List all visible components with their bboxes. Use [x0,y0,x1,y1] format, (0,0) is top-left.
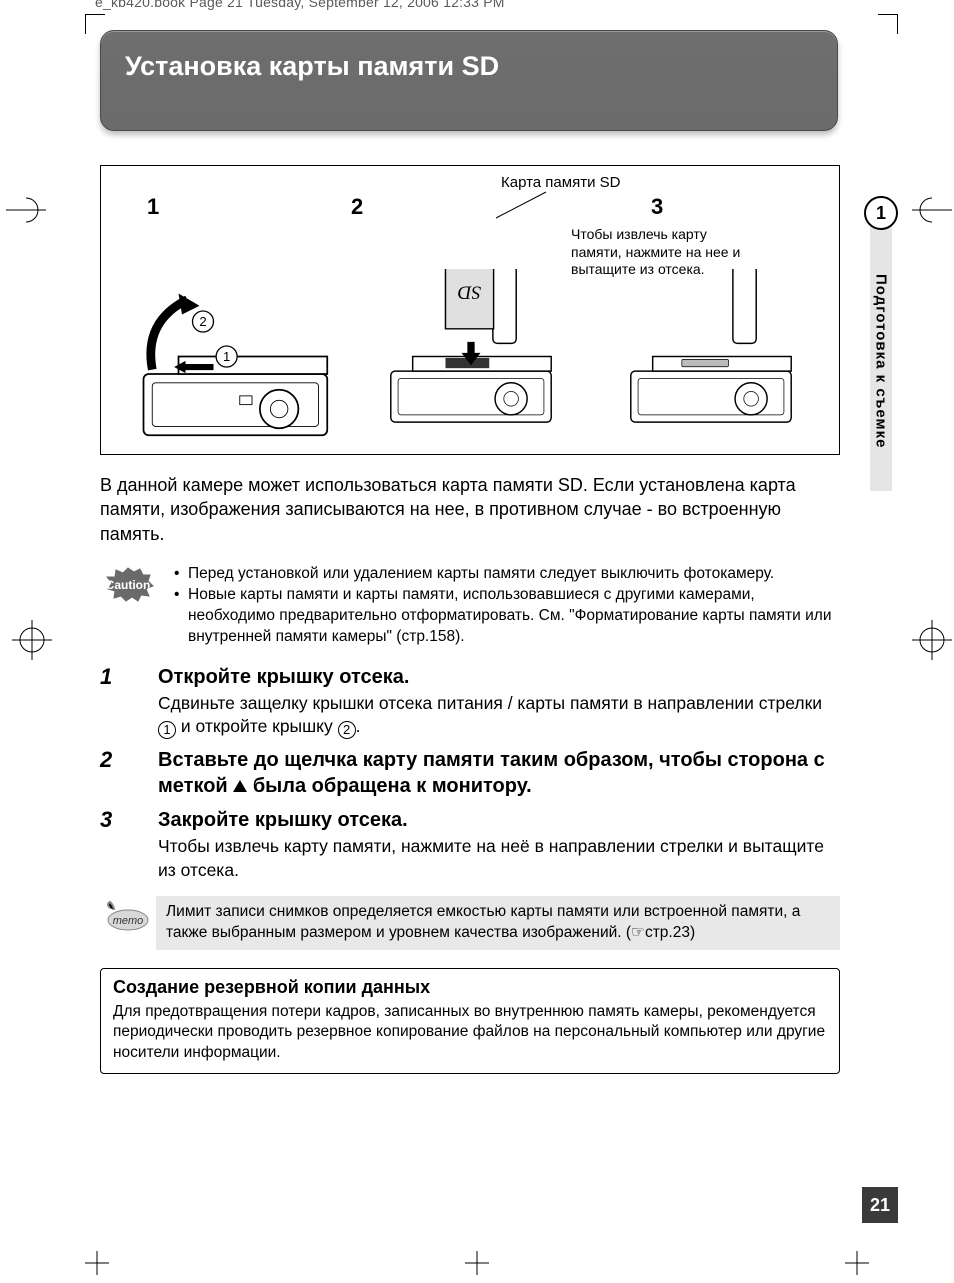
registration-mark [6,190,46,230]
circled-1-icon: 1 [158,721,176,739]
backup-box: Создание резервной копии данных Для пред… [100,968,840,1073]
step-number: 2 [100,747,158,799]
step-description: Чтобы извлечь карту памяти, нажмите на н… [158,835,840,882]
triangle-up-icon [233,780,247,792]
diagram-step-1: 1 [147,194,159,220]
svg-text:1: 1 [223,349,230,364]
page-number: 21 [862,1187,898,1223]
step-number: 1 [100,664,158,740]
step-title: Закройте крышку отсека. [158,807,840,833]
steps-list: 1 Откройте крышку отсека. Сдвиньте защел… [100,664,840,883]
page-title: Установка карты памяти SD [100,30,838,131]
side-section-label: Подготовка к съемке [873,274,890,449]
svg-text:memo: memo [113,915,144,927]
registration-mark [912,190,952,230]
sd-card-label: Карта памяти SD [501,174,620,191]
svg-text:Caution: Caution [106,578,151,592]
diagram-step-2: 2 [351,194,363,220]
circled-2-icon: 2 [338,721,356,739]
page-content: Установка карты памяти SD Карта памяти S… [100,30,870,1074]
file-header: e_kb420.book Page 21 Tuesday, September … [95,0,505,10]
step-number: 3 [100,807,158,882]
memo-block: memo Лимит записи снимков определяется е… [100,896,840,950]
caution-icon: Caution [100,564,156,648]
registration-mark [12,620,52,660]
step: 2 Вставьте до щелчка карту памяти таким … [100,747,840,799]
step: 3 Закройте крышку отсека. Чтобы извлечь … [100,807,840,882]
crop-mark [878,14,898,34]
caution-block: Caution Перед установкой или удалением к… [100,564,840,648]
memo-text: Лимит записи снимков определяется емкост… [156,896,840,950]
chapter-number-badge: 1 [864,196,898,230]
backup-text: Для предотвращения потери кадров, записа… [113,1002,827,1062]
registration-mark [912,620,952,660]
intro-paragraph: В данной камере может использоваться кар… [100,473,840,546]
step: 1 Откройте крышку отсека. Сдвиньте защел… [100,664,840,740]
backup-title: Создание резервной копии данных [113,977,827,998]
diagram: Карта памяти SD 1 2 3 Чтобы извлечь карт… [100,165,840,455]
side-section-bar: Подготовка к съемке [870,213,892,491]
camera-illustration-3 [593,269,829,444]
camera-illustration-2: SD [353,269,589,444]
step-title: Откройте крышку отсека. [158,664,840,690]
memo-icon: memo [100,896,156,950]
step-title: Вставьте до щелчка карту памяти таким об… [158,747,840,799]
bottom-crop-row [0,1251,954,1275]
step-description: Сдвиньте защелку крышки отсека питания /… [158,692,840,740]
svg-text:SD: SD [458,282,481,303]
side-tab: 1 Подготовка к съемке [864,196,898,491]
camera-illustration-1: 1 2 [113,269,349,444]
svg-text:2: 2 [199,314,206,329]
diagram-step-3: 3 [651,194,663,220]
leader-line [491,190,551,220]
caution-item: Новые карты памяти и карты памяти, испол… [174,585,840,648]
caution-item: Перед установкой или удалением карты пам… [174,564,840,585]
